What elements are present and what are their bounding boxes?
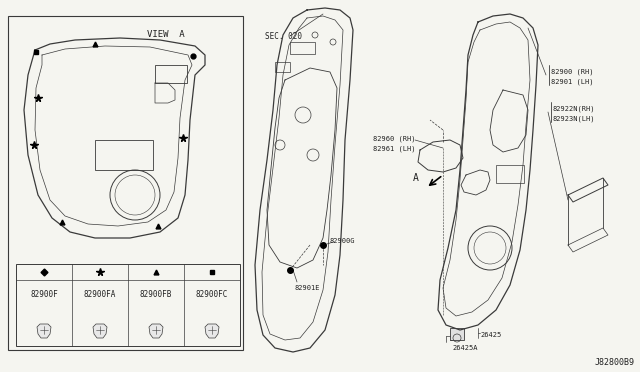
- Text: SEC. 020: SEC. 020: [265, 32, 302, 41]
- Text: J82800B9: J82800B9: [595, 358, 635, 367]
- Text: 82900FA: 82900FA: [84, 290, 116, 299]
- Bar: [95, 140, 153, 170]
- Text: 82900 (RH): 82900 (RH): [551, 68, 593, 74]
- Text: 26425: 26425: [480, 332, 501, 338]
- Polygon shape: [205, 324, 219, 338]
- Bar: [275, 62, 290, 72]
- Text: VIEW  A: VIEW A: [147, 30, 185, 39]
- Bar: [16, 264, 240, 346]
- Bar: [450, 328, 464, 340]
- Text: A: A: [413, 173, 419, 183]
- Text: 82900G: 82900G: [330, 238, 355, 244]
- Polygon shape: [93, 324, 107, 338]
- Bar: [290, 42, 315, 54]
- Bar: [8, 16, 243, 350]
- Text: 82923N(LH): 82923N(LH): [553, 115, 595, 122]
- Text: 26425A: 26425A: [452, 345, 477, 351]
- Text: 82901 (LH): 82901 (LH): [551, 78, 593, 84]
- Text: 82960 (RH): 82960 (RH): [373, 135, 415, 141]
- Text: 82900FC: 82900FC: [196, 290, 228, 299]
- Bar: [155, 65, 187, 83]
- Text: 82901E: 82901E: [295, 285, 321, 291]
- Bar: [496, 165, 524, 183]
- Text: 82922N(RH): 82922N(RH): [553, 105, 595, 112]
- Polygon shape: [37, 324, 51, 338]
- Text: 82961 (LH): 82961 (LH): [373, 145, 415, 151]
- Text: 82900FB: 82900FB: [140, 290, 172, 299]
- Text: 82900F: 82900F: [30, 290, 58, 299]
- Polygon shape: [149, 324, 163, 338]
